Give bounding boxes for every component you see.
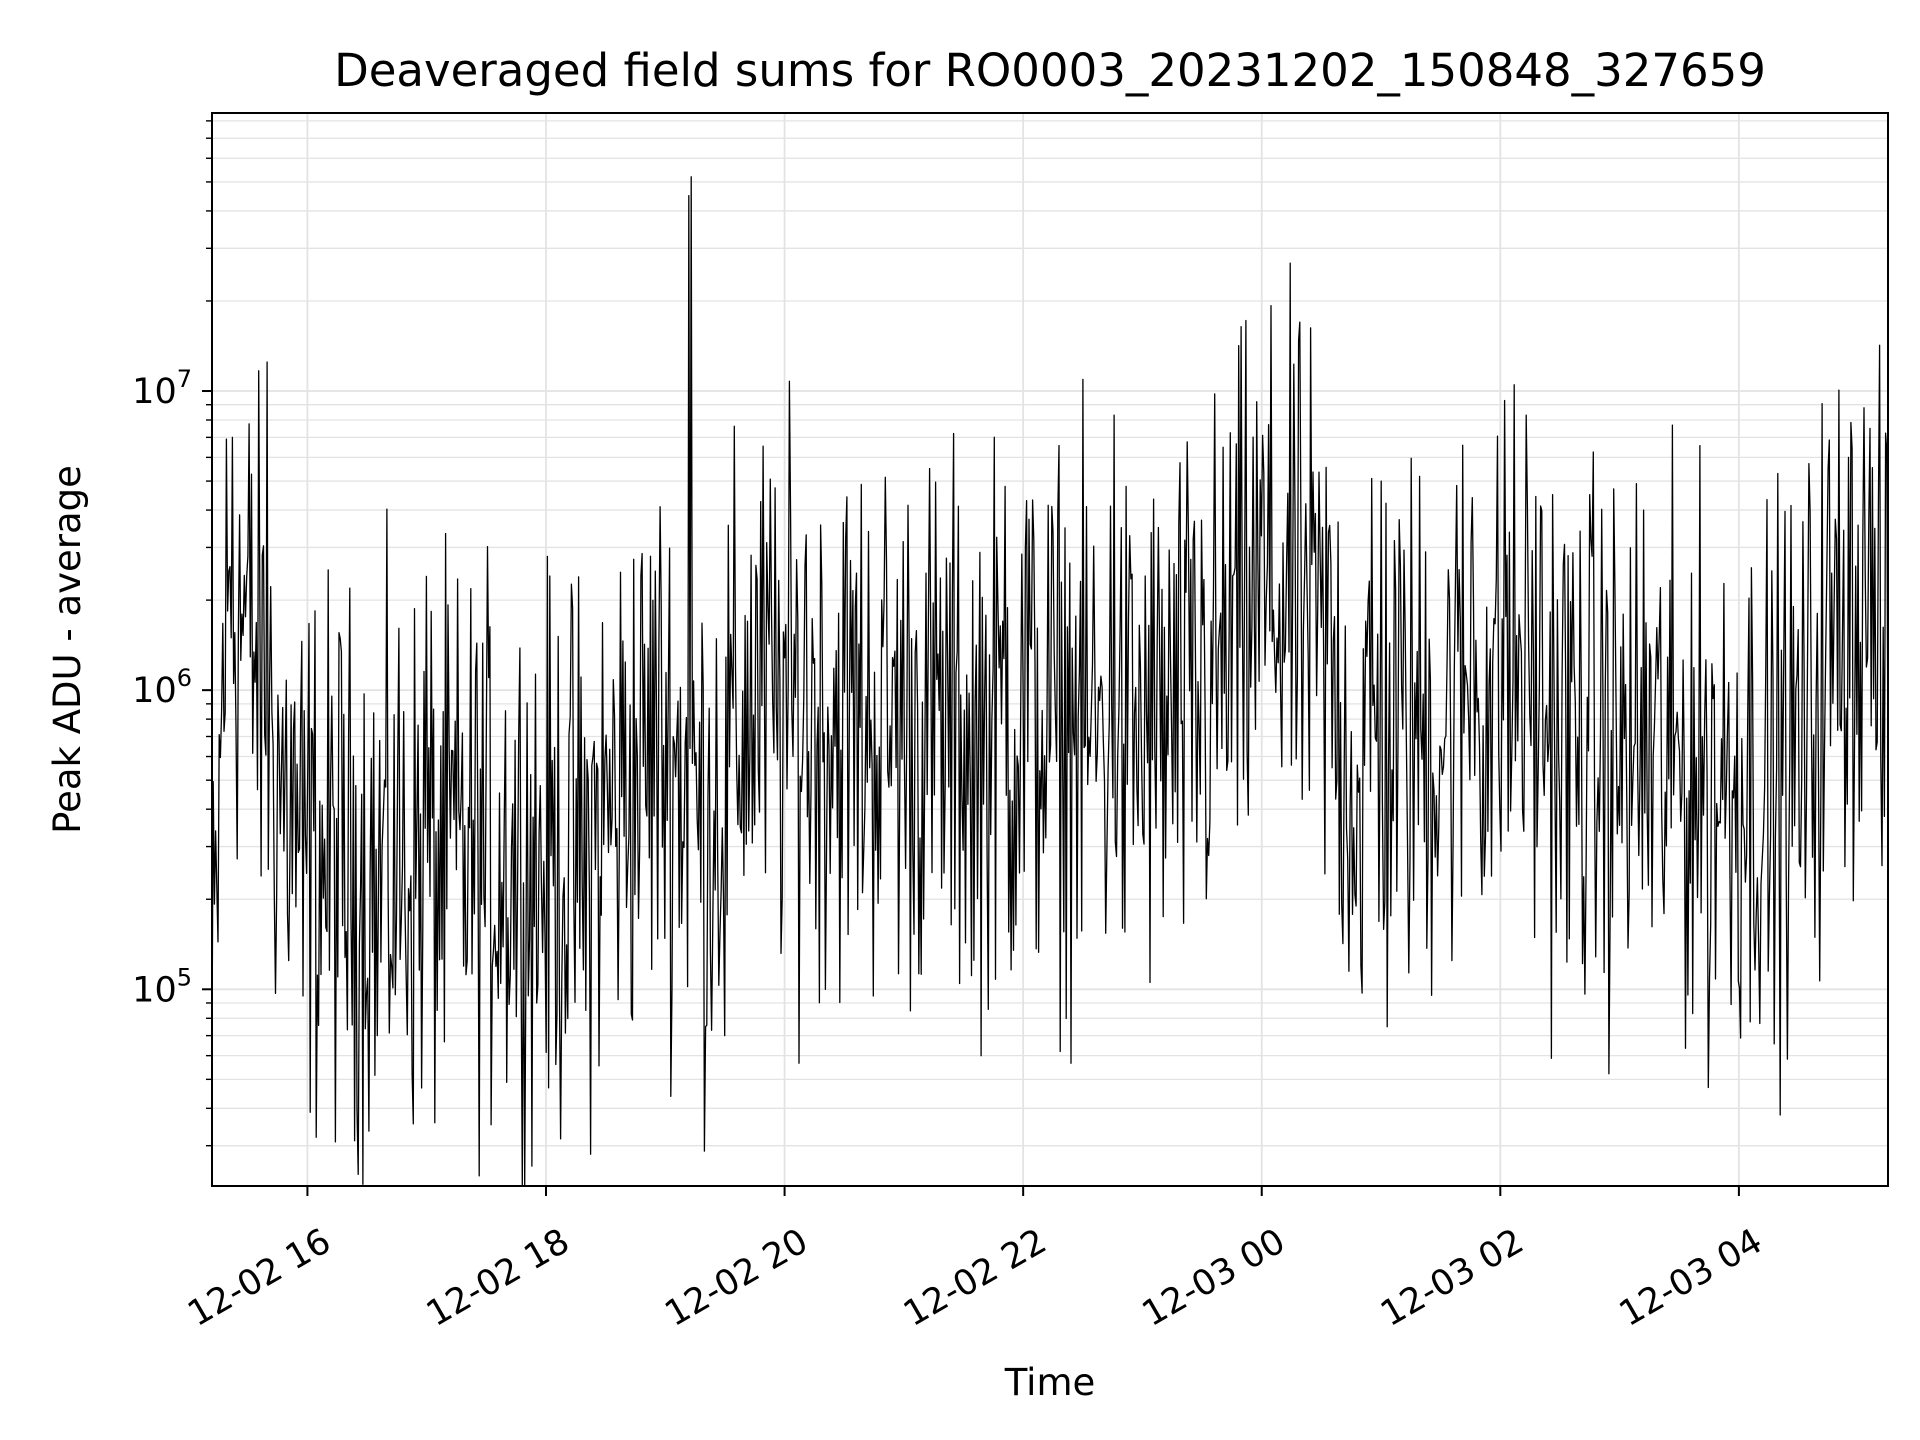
plot-frame [211, 112, 1889, 1187]
x-axis-label: Time [1004, 1361, 1096, 1404]
y-tick-label: 106 [132, 664, 192, 711]
y-tick-exponent: 5 [177, 963, 192, 991]
y-tick-label: 105 [132, 963, 192, 1010]
y-axis-label: Peak ADU - average [46, 465, 89, 834]
chart-title: Deaveraged field sums for RO0003_2023120… [334, 44, 1766, 97]
y-tick-base: 10 [132, 372, 177, 412]
y-tick-base: 10 [132, 671, 177, 711]
y-tick-exponent: 7 [177, 365, 192, 393]
series-line [211, 176, 1889, 1187]
series-layer [211, 176, 1889, 1187]
y-tick-exponent: 6 [177, 664, 192, 692]
y-tick-label: 107 [132, 365, 192, 412]
y-tick-base: 10 [132, 970, 177, 1010]
